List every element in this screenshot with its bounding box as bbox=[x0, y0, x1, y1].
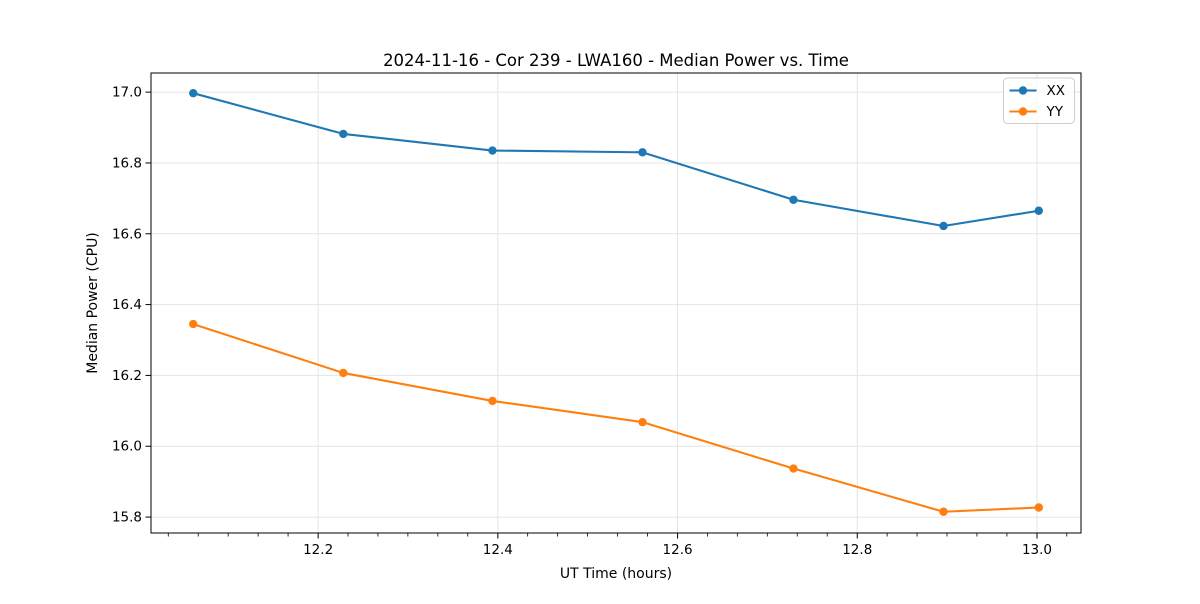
series-line-yy bbox=[192, 323, 1040, 513]
x-axis-label: UT Time (hours) bbox=[560, 566, 672, 582]
legend: XX YY bbox=[1003, 77, 1075, 124]
legend-label-xx: XX bbox=[1047, 83, 1066, 99]
series-line-xx bbox=[192, 92, 1040, 228]
data-point-yy bbox=[1034, 503, 1043, 512]
data-point-xx bbox=[789, 195, 798, 204]
data-point-xx bbox=[638, 148, 647, 157]
tick-labels: 12.2 12.4 12.6 12.8 13.0 15.8 16.0 16.2 16.4 16.6… bbox=[112, 85, 1052, 558]
data-point-yy bbox=[939, 507, 948, 516]
data-point-yy bbox=[638, 417, 647, 427]
y-tick-label: 17.0 bbox=[112, 85, 142, 101]
x-tick-label: 12.4 bbox=[483, 542, 513, 558]
axis-ticks bbox=[145, 91, 1068, 539]
y-tick-label: 16.0 bbox=[112, 439, 142, 455]
data-point-yy bbox=[189, 319, 198, 329]
x-tick-label: 12.6 bbox=[663, 542, 693, 558]
data-point-yy bbox=[488, 396, 497, 406]
data-point-xx bbox=[488, 146, 497, 155]
data-point-xx bbox=[939, 221, 948, 231]
y-tick-label: 16.8 bbox=[112, 155, 142, 171]
x-tick-label: 12.2 bbox=[303, 542, 333, 558]
legend-marker-yy bbox=[1018, 107, 1028, 116]
data-point-xx bbox=[1034, 206, 1043, 215]
y-tick-label: 16.2 bbox=[112, 368, 142, 384]
x-tick-label: 12.8 bbox=[842, 542, 872, 558]
data-point-xx bbox=[339, 129, 348, 139]
data-point-yy bbox=[789, 464, 798, 473]
grid-lines bbox=[151, 73, 1081, 533]
chart-title: 2024-11-16 - Cor 239 - LWA160 - Median P… bbox=[383, 51, 849, 70]
plot-border bbox=[150, 72, 1082, 534]
y-tick-label: 16.4 bbox=[112, 297, 142, 313]
legend-label-yy: YY bbox=[1046, 104, 1064, 120]
y-axis-label: Median Power (CPU) bbox=[85, 232, 101, 374]
data-point-xx bbox=[189, 88, 198, 98]
data-point-yy bbox=[339, 368, 348, 378]
legend-marker-xx bbox=[1018, 86, 1028, 95]
x-tick-label: 13.0 bbox=[1022, 542, 1052, 558]
y-tick-label: 16.6 bbox=[112, 226, 142, 242]
series-lines bbox=[189, 88, 1043, 516]
y-tick-label: 15.8 bbox=[112, 510, 142, 526]
